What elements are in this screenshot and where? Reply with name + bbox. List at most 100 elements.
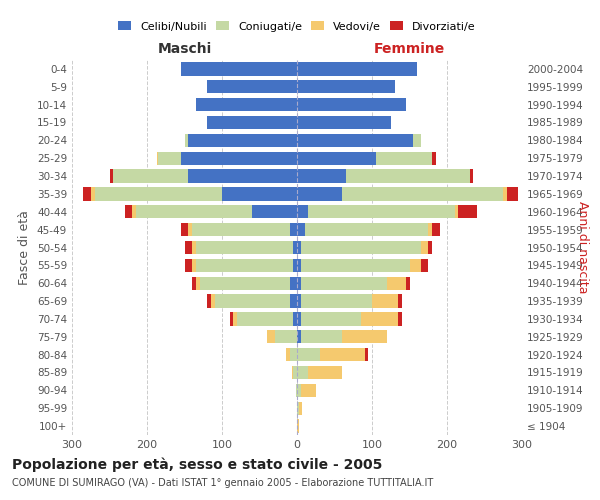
Bar <box>297 312 301 326</box>
Bar <box>157 152 158 165</box>
Bar <box>293 241 297 254</box>
Bar <box>207 294 211 308</box>
Bar <box>297 80 395 94</box>
Bar <box>211 294 215 308</box>
Bar <box>292 366 293 379</box>
Bar <box>297 187 342 200</box>
Bar <box>507 187 518 200</box>
Bar <box>192 276 196 290</box>
Bar <box>293 366 297 379</box>
Bar <box>95 187 222 200</box>
Bar <box>83 187 91 200</box>
Bar <box>181 152 297 165</box>
Bar <box>455 205 458 218</box>
Bar <box>297 241 301 254</box>
Bar <box>365 348 368 362</box>
Bar <box>387 276 406 290</box>
Bar <box>346 170 470 183</box>
Bar <box>293 312 297 326</box>
Bar <box>222 187 297 200</box>
Bar <box>181 223 188 236</box>
Bar <box>188 170 297 183</box>
Bar <box>207 80 297 94</box>
Bar <box>413 134 421 147</box>
Bar <box>406 276 409 290</box>
Bar <box>301 330 342 344</box>
Bar <box>192 241 196 254</box>
Bar <box>136 205 252 218</box>
Bar <box>297 258 301 272</box>
Bar <box>428 241 432 254</box>
Bar <box>199 276 290 290</box>
Bar <box>372 294 398 308</box>
Bar <box>233 312 237 326</box>
Bar <box>299 402 302 415</box>
Bar <box>458 205 477 218</box>
Bar <box>421 241 428 254</box>
Bar <box>113 170 188 183</box>
Bar <box>301 312 361 326</box>
Bar <box>196 258 293 272</box>
Bar <box>432 223 439 236</box>
Bar <box>196 98 297 112</box>
Bar <box>252 205 297 218</box>
Text: Maschi: Maschi <box>157 42 212 56</box>
Bar <box>229 312 233 326</box>
Bar <box>267 330 275 344</box>
Bar <box>470 170 473 183</box>
Bar <box>181 62 297 76</box>
Bar <box>185 258 192 272</box>
Bar <box>196 276 199 290</box>
Bar <box>342 187 503 200</box>
Bar <box>301 384 316 397</box>
Y-axis label: Anni di nascita: Anni di nascita <box>576 201 589 294</box>
Bar <box>237 312 293 326</box>
Bar <box>301 294 372 308</box>
Bar <box>188 223 192 236</box>
Bar <box>296 384 297 397</box>
Bar <box>290 348 297 362</box>
Bar <box>503 187 507 200</box>
Bar <box>275 330 297 344</box>
Bar <box>301 276 387 290</box>
Bar <box>297 62 417 76</box>
Bar <box>297 116 391 129</box>
Bar <box>421 258 428 272</box>
Bar <box>398 294 402 308</box>
Bar <box>297 366 308 379</box>
Bar <box>158 152 181 165</box>
Bar <box>192 223 290 236</box>
Bar <box>286 348 290 362</box>
Bar <box>290 223 297 236</box>
Bar <box>290 276 297 290</box>
Text: Femmine: Femmine <box>374 42 445 56</box>
Bar <box>297 330 301 344</box>
Bar <box>207 116 297 129</box>
Bar <box>301 241 421 254</box>
Text: Popolazione per età, sesso e stato civile - 2005: Popolazione per età, sesso e stato civil… <box>12 458 382 472</box>
Bar <box>305 223 428 236</box>
Bar <box>188 134 297 147</box>
Bar <box>361 312 398 326</box>
Bar <box>110 170 113 183</box>
Bar <box>293 258 297 272</box>
Bar <box>398 312 402 326</box>
Bar <box>320 348 365 362</box>
Bar <box>376 152 432 165</box>
Bar <box>215 294 290 308</box>
Bar <box>432 152 436 165</box>
Bar <box>297 276 301 290</box>
Bar <box>290 294 297 308</box>
Bar <box>297 98 406 112</box>
Bar <box>297 384 301 397</box>
Bar <box>308 366 342 379</box>
Legend: Celibi/Nubili, Coniugati/e, Vedovi/e, Divorziati/e: Celibi/Nubili, Coniugati/e, Vedovi/e, Di… <box>114 17 480 36</box>
Bar <box>297 134 413 147</box>
Bar <box>185 134 188 147</box>
Bar <box>297 420 299 433</box>
Bar <box>132 205 136 218</box>
Bar <box>192 258 196 272</box>
Bar <box>125 205 132 218</box>
Y-axis label: Fasce di età: Fasce di età <box>19 210 31 285</box>
Text: COMUNE DI SUMIRAGO (VA) - Dati ISTAT 1° gennaio 2005 - Elaborazione TUTTITALIA.I: COMUNE DI SUMIRAGO (VA) - Dati ISTAT 1° … <box>12 478 433 488</box>
